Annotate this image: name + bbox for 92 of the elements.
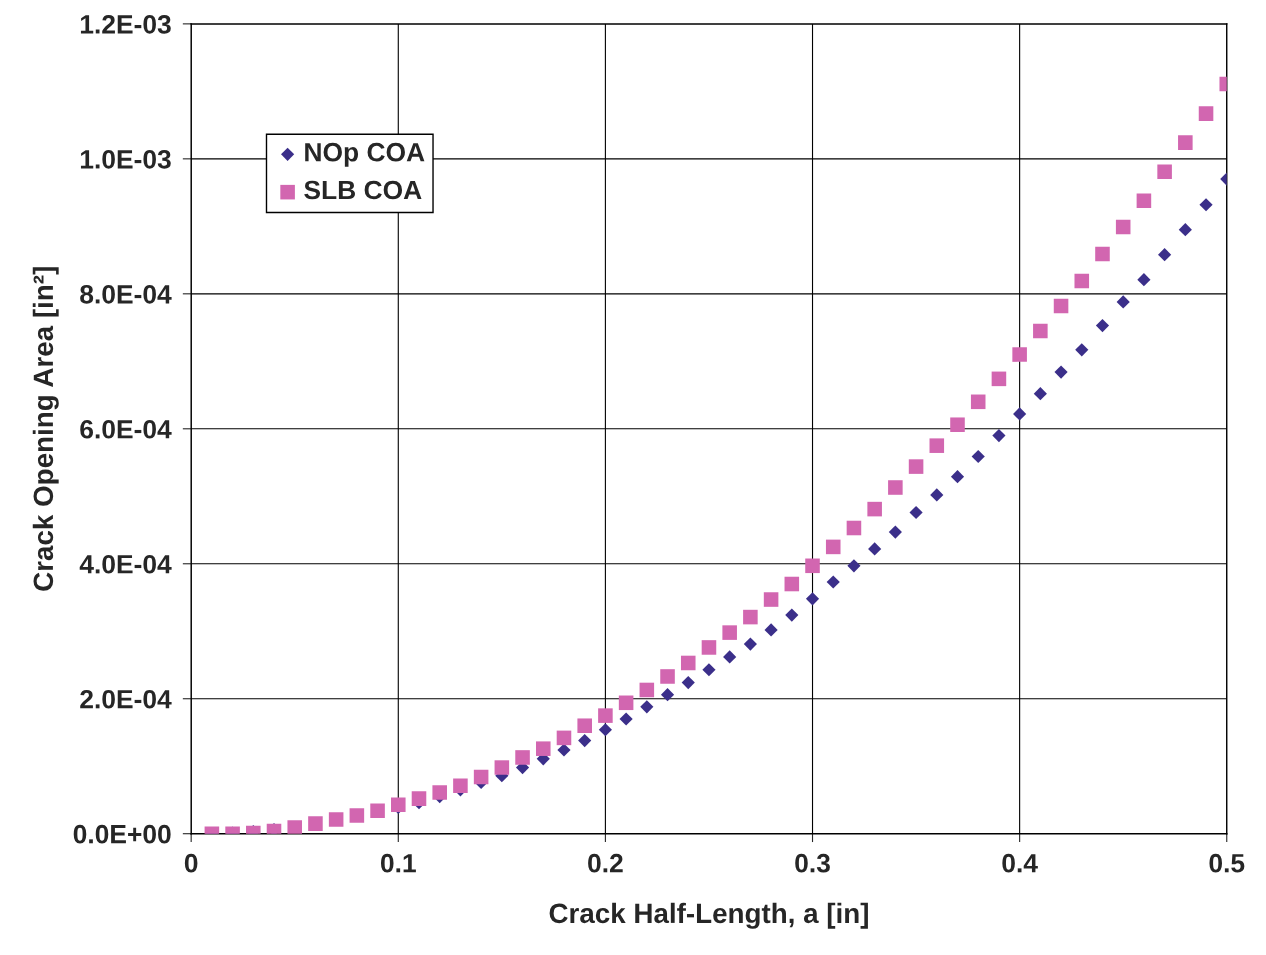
point (640, 700, 654, 714)
point (557, 743, 571, 757)
point (909, 505, 923, 520)
point (535, 741, 551, 756)
point (1095, 246, 1110, 262)
point (1074, 273, 1090, 289)
point (784, 576, 800, 592)
point (1178, 223, 1192, 237)
point (1013, 407, 1027, 421)
point (660, 688, 675, 702)
point (970, 394, 986, 410)
y-tick-label: 2.0E-04 (80, 689, 172, 709)
legend-label: NOp COA (305, 142, 425, 167)
point (681, 675, 695, 690)
point (411, 791, 427, 806)
point (619, 712, 633, 726)
point (930, 488, 944, 502)
point (743, 637, 757, 651)
x-tick-label: 0.1 (380, 853, 416, 873)
point (888, 525, 902, 539)
y-tick-label: 1.0E-03 (80, 149, 171, 169)
y-tick-label: 6.0E-04 (80, 419, 172, 439)
legend-label: SLB COA (304, 180, 422, 200)
x-tick-label: 0 (184, 853, 198, 873)
point (950, 470, 965, 484)
point (556, 730, 572, 746)
point (1054, 365, 1068, 379)
point (702, 663, 716, 677)
point (1137, 273, 1151, 287)
point (308, 816, 323, 831)
y-axis-title: Crack Opening Area [in²] (32, 267, 59, 591)
point (598, 708, 613, 723)
x-tick-label: 0.3 (795, 853, 830, 873)
point (349, 808, 365, 823)
point (287, 820, 303, 834)
point (660, 669, 675, 684)
point (992, 428, 1006, 443)
x-tick-label: 0.2 (588, 853, 623, 873)
point (1053, 298, 1069, 314)
point (1095, 318, 1110, 333)
point (846, 520, 862, 536)
point (1115, 219, 1131, 235)
point (1178, 135, 1193, 150)
point (578, 734, 592, 748)
point (598, 723, 612, 737)
point (639, 682, 655, 698)
x-tick-label: 0.5 (1209, 853, 1245, 873)
point (888, 480, 903, 495)
point (825, 539, 841, 555)
x-tick-label: 0.4 (1002, 853, 1038, 873)
point (1012, 347, 1027, 362)
point (1116, 295, 1130, 309)
point (701, 640, 717, 655)
point (1157, 164, 1172, 179)
point (763, 592, 779, 607)
point (494, 760, 510, 775)
point (805, 592, 820, 606)
point (867, 501, 882, 517)
point (764, 623, 778, 637)
point (723, 650, 737, 664)
point (847, 559, 861, 573)
x-axis-title: Crack Half-Length, a [in] (549, 902, 868, 929)
point (929, 438, 945, 453)
y-tick-label: 1.2E-03 (80, 15, 171, 34)
y-tick-label: 4.0E-04 (79, 554, 172, 574)
point (370, 803, 385, 819)
point (618, 695, 634, 711)
point (826, 575, 840, 589)
point (1199, 198, 1213, 212)
point (805, 558, 820, 574)
point (1198, 106, 1214, 121)
point (515, 750, 530, 765)
point (328, 812, 344, 827)
point (722, 625, 737, 640)
point (473, 769, 489, 785)
point (971, 449, 985, 464)
point (785, 608, 799, 622)
point (1033, 387, 1047, 401)
point (1075, 343, 1089, 357)
point (432, 785, 447, 800)
point (1158, 248, 1172, 262)
point (1033, 323, 1048, 339)
point (950, 417, 965, 433)
point (743, 609, 758, 625)
point (991, 371, 1007, 387)
y-tick-label: 0.0E+00 (73, 824, 171, 844)
point (680, 655, 696, 671)
point (577, 718, 592, 734)
y-tick-label: 8.0E-04 (80, 284, 172, 304)
point (868, 542, 882, 556)
point (908, 459, 924, 474)
point (1136, 193, 1152, 208)
